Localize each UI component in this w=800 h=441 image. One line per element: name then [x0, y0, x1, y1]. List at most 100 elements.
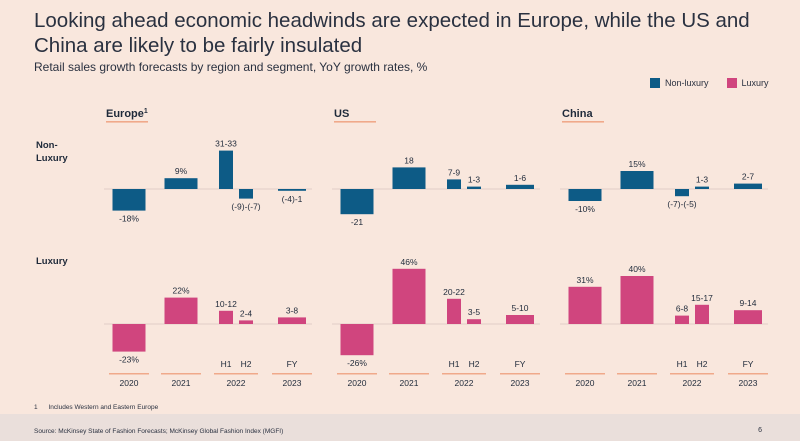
year-axis-line-us-3: [500, 373, 540, 375]
data-label-china-luxury-4: 9-14: [739, 298, 756, 308]
year-label-china-2: 2022: [683, 378, 702, 388]
data-label-china-luxury-0: 31%: [576, 275, 593, 285]
year-label-china-3: 2023: [739, 378, 758, 388]
period-sublabel-europe-2: H1: [221, 359, 232, 369]
period-sublabel-europe-4: FY: [287, 359, 298, 369]
bar-us-non_luxury-0: [340, 189, 374, 215]
year-axis-line-us-2: [442, 373, 486, 375]
bar-europe-luxury-1: [164, 297, 198, 324]
data-label-europe-luxury-1: 22%: [172, 286, 189, 296]
footnote-number: 1: [34, 404, 38, 411]
year-axis-line-europe-3: [272, 373, 312, 375]
year-label-europe-3: 2023: [283, 378, 302, 388]
bar-us-luxury-3: [467, 319, 481, 324]
source-note: Source: McKinsey State of Fashion Foreca…: [34, 428, 284, 435]
data-label-europe-luxury-3: 2-4: [240, 308, 253, 318]
bar-china-luxury-4: [734, 310, 762, 324]
data-label-china-luxury-1: 40%: [628, 264, 645, 274]
legend-label-luxury: Luxury: [741, 78, 769, 88]
data-label-europe-non_luxury-3: (-9)-(-7): [231, 202, 260, 212]
data-label-europe-non_luxury-1: 9%: [175, 166, 188, 176]
period-sublabel-china-2: H1: [677, 359, 688, 369]
data-label-us-luxury-1: 46%: [400, 257, 417, 267]
bar-us-luxury-1: [392, 268, 426, 324]
bar-europe-luxury-0: [112, 324, 146, 352]
data-label-china-non_luxury-3: 1-3: [696, 175, 709, 185]
bar-us-non_luxury-3: [467, 186, 481, 189]
bar-china-non_luxury-2: [675, 189, 689, 197]
bar-china-non_luxury-1: [620, 171, 654, 189]
year-label-europe-0: 2020: [120, 378, 139, 388]
year-axis-line-china-1: [617, 373, 657, 375]
period-sublabel-us-2: H1: [449, 359, 460, 369]
data-label-us-non_luxury-4: 1-6: [514, 173, 527, 183]
bar-us-luxury-4: [506, 315, 534, 324]
year-label-china-0: 2020: [576, 378, 595, 388]
year-label-china-1: 2021: [628, 378, 647, 388]
data-label-europe-luxury-2: 10-12: [215, 299, 237, 309]
data-label-us-luxury-2: 20-22: [443, 287, 465, 297]
bar-europe-luxury-4: [278, 317, 306, 324]
data-label-china-non_luxury-1: 15%: [628, 159, 645, 169]
bar-us-non_luxury-2: [447, 179, 461, 189]
data-label-china-luxury-3: 15-17: [691, 293, 713, 303]
data-label-europe-non_luxury-2: 31-33: [215, 139, 237, 149]
data-label-europe-luxury-0: -23%: [119, 355, 139, 365]
data-label-us-luxury-4: 5-10: [511, 303, 528, 313]
year-axis-line-china-2: [670, 373, 714, 375]
data-label-us-luxury-0: -26%: [347, 358, 367, 368]
year-label-us-2: 2022: [455, 378, 474, 388]
legend-swatch-non-luxury: [650, 78, 660, 88]
bar-china-luxury-1: [620, 276, 654, 324]
year-label-europe-1: 2021: [172, 378, 191, 388]
year-axis-line-europe-2: [214, 373, 258, 375]
bar-europe-luxury-3: [239, 320, 253, 324]
bar-china-non_luxury-0: [568, 189, 602, 201]
legend-swatch-luxury: [726, 78, 737, 88]
data-label-us-luxury-3: 3-5: [468, 307, 481, 317]
bar-us-luxury-0: [340, 324, 374, 356]
region-title-us: US: [334, 108, 349, 120]
legend-label-non-luxury: Non-luxury: [665, 78, 709, 88]
year-label-us-1: 2021: [400, 378, 419, 388]
chart-legend: Non-luxury Luxury: [650, 78, 769, 88]
page-number: 6: [758, 427, 762, 434]
data-label-china-non_luxury-2: (-7)-(-5): [667, 199, 696, 209]
year-label-us-0: 2020: [348, 378, 367, 388]
row-label-non-luxury: Luxury: [36, 153, 68, 164]
bar-europe-non_luxury-3: [239, 189, 253, 199]
page-title: Looking ahead economic headwinds are exp…: [34, 9, 750, 57]
bar-europe-non_luxury-0: [112, 189, 146, 211]
bar-us-non_luxury-4: [506, 184, 534, 189]
year-label-europe-2: 2022: [227, 378, 246, 388]
region-underline-us: [334, 121, 376, 123]
data-label-europe-non_luxury-0: -18%: [119, 214, 139, 224]
year-label-us-3: 2023: [511, 378, 530, 388]
region-underline-europe: [106, 121, 148, 123]
footnote-text: Includes Western and Eastern Europe: [48, 404, 159, 411]
period-sublabel-europe-3: H2: [241, 359, 252, 369]
legend-item-non-luxury: Non-luxury: [650, 78, 709, 88]
period-sublabel-china-3: H2: [697, 359, 708, 369]
data-label-us-non_luxury-1: 18: [404, 155, 414, 165]
year-axis-line-us-0: [337, 373, 377, 375]
bar-china-non_luxury-4: [734, 183, 762, 189]
data-label-china-non_luxury-4: 2-7: [742, 172, 755, 182]
data-label-europe-non_luxury-4: (-4)-1: [282, 194, 303, 204]
bar-europe-non_luxury-4: [278, 189, 306, 191]
legend-item-luxury: Luxury: [726, 78, 769, 88]
region-underline-china: [562, 121, 604, 123]
data-label-us-non_luxury-3: 1-3: [468, 175, 481, 185]
bar-us-luxury-2: [447, 298, 461, 324]
data-label-china-luxury-2: 6-8: [676, 304, 689, 314]
data-label-europe-luxury-4: 3-8: [286, 305, 299, 315]
data-label-us-non_luxury-2: 7-9: [448, 167, 461, 177]
data-label-us-non_luxury-0: -21: [351, 217, 364, 227]
region-title-china: China: [562, 108, 593, 120]
data-label-china-non_luxury-0: -10%: [575, 204, 595, 214]
year-axis-line-europe-0: [109, 373, 149, 375]
row-label-non-luxury: Non-: [36, 140, 58, 151]
period-sublabel-china-4: FY: [743, 359, 754, 369]
region-title-europe: Europe1: [106, 108, 148, 120]
